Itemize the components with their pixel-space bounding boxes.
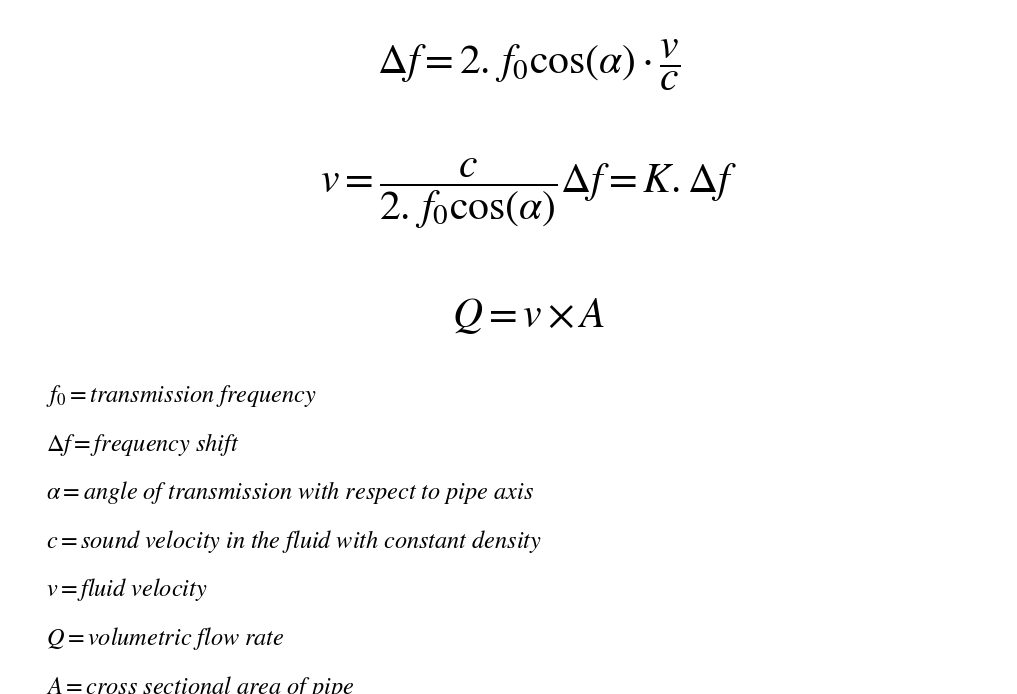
Text: $v = \dfrac{c}{2.\, f_0\mathrm{cos}(\alpha)}\Delta f = K.\Delta f$: $v = \dfrac{c}{2.\, f_0\mathrm{cos}(\alp… — [320, 158, 737, 231]
Text: $Q = \mathit{volumetric\ flow\ rate}$: $Q = \mathit{volumetric\ flow\ rate}$ — [46, 625, 285, 652]
Text: $f_0 = \mathit{transmission\ frequency}$: $f_0 = \mathit{transmission\ frequency}$ — [46, 382, 316, 409]
Text: $\Delta f = \mathit{frequency\ shift}$: $\Delta f = \mathit{frequency\ shift}$ — [46, 431, 239, 457]
Text: $A = \mathit{cross\ sectional\ area\ of\ pipe}$: $A = \mathit{cross\ sectional\ area\ of\… — [46, 674, 354, 694]
Text: $\alpha = \mathit{angle\ of\ transmission\ with\ respect\ to\ pipe\ axis}$: $\alpha = \mathit{angle\ of\ transmissio… — [46, 480, 534, 506]
Text: $c = \mathit{sound\ velocity\ in\ the\ fluid\ with\ constant\ density}$: $c = \mathit{sound\ velocity\ in\ the\ f… — [46, 528, 542, 555]
Text: $Q = v \times A$: $Q = v \times A$ — [453, 296, 605, 336]
Text: $v = \mathit{fluid\ velocity}$: $v = \mathit{fluid\ velocity}$ — [46, 577, 207, 603]
Text: $\Delta f = 2.\, f_0\mathrm{cos}(\alpha)\cdot\dfrac{v}{c}$: $\Delta f = 2.\, f_0\mathrm{cos}(\alpha)… — [377, 38, 680, 94]
